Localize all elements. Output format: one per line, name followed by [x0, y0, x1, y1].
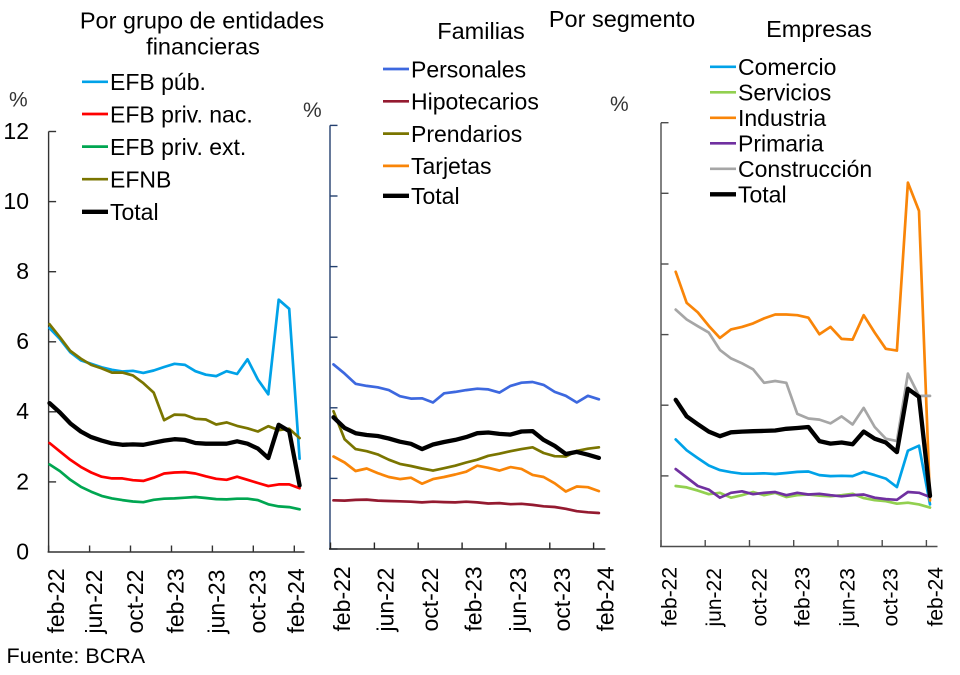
svg-text:12: 12 — [3, 118, 29, 144]
svg-text:Tarjetas: Tarjetas — [411, 153, 492, 179]
svg-text:Prendarios: Prendarios — [411, 121, 522, 147]
svg-text:8: 8 — [16, 258, 29, 284]
svg-text:Total: Total — [411, 183, 460, 209]
svg-text:oct-22: oct-22 — [417, 568, 443, 632]
svg-text:jun-23: jun-23 — [203, 570, 229, 635]
svg-text:feb-22: feb-22 — [658, 567, 681, 627]
svg-text:financieras: financieras — [146, 34, 260, 60]
svg-text:oct-23: oct-23 — [549, 568, 575, 632]
svg-text:feb-23: feb-23 — [461, 566, 487, 631]
svg-text:jun-22: jun-22 — [81, 570, 107, 635]
svg-text:Por grupo de entidades: Por grupo de entidades — [80, 8, 324, 34]
svg-text:oct-23: oct-23 — [880, 568, 903, 626]
svg-text:jun-23: jun-23 — [505, 568, 531, 633]
svg-text:jun-22: jun-22 — [373, 568, 399, 633]
svg-text:feb-24: feb-24 — [924, 567, 947, 627]
svg-text:4: 4 — [16, 398, 29, 424]
svg-text:Familias: Familias — [437, 18, 524, 44]
svg-text:Industria: Industria — [738, 105, 826, 131]
svg-text:jun-23: jun-23 — [836, 568, 859, 627]
svg-text:EFNB: EFNB — [110, 167, 171, 193]
svg-text:0: 0 — [16, 538, 29, 564]
svg-text:oct-23: oct-23 — [244, 570, 270, 634]
svg-text:feb-22: feb-22 — [43, 568, 69, 633]
svg-text:Comercio: Comercio — [738, 54, 836, 80]
svg-text:Total: Total — [110, 199, 159, 225]
svg-text:Construcción: Construcción — [738, 156, 872, 182]
svg-text:Hipotecarios: Hipotecarios — [411, 89, 539, 115]
svg-text:EFB púb.: EFB púb. — [110, 69, 206, 95]
svg-text:feb-22: feb-22 — [329, 566, 355, 631]
svg-text:%: % — [9, 89, 28, 112]
svg-text:10: 10 — [3, 188, 29, 214]
svg-text:feb-24: feb-24 — [593, 566, 619, 631]
svg-text:feb-23: feb-23 — [163, 568, 189, 633]
svg-text:%: % — [610, 93, 629, 116]
svg-text:%: % — [303, 99, 322, 122]
svg-text:Personales: Personales — [411, 56, 526, 82]
svg-text:feb-24: feb-24 — [283, 568, 309, 633]
svg-text:Empresas: Empresas — [766, 16, 872, 42]
svg-text:Total: Total — [738, 182, 787, 208]
svg-text:Fuente: BCRA: Fuente: BCRA — [7, 644, 146, 668]
svg-text:EFB priv. ext.: EFB priv. ext. — [110, 134, 246, 160]
svg-text:jun-22: jun-22 — [703, 568, 726, 627]
svg-text:feb-23: feb-23 — [792, 567, 815, 627]
svg-text:oct-22: oct-22 — [748, 568, 771, 626]
svg-text:EFB priv. nac.: EFB priv. nac. — [110, 101, 253, 127]
svg-text:6: 6 — [16, 328, 29, 354]
svg-text:Por segmento: Por segmento — [549, 6, 695, 32]
svg-text:oct-22: oct-22 — [122, 570, 148, 634]
svg-text:2: 2 — [16, 468, 29, 494]
svg-text:Servicios: Servicios — [738, 80, 831, 106]
svg-text:Primaria: Primaria — [738, 131, 824, 157]
